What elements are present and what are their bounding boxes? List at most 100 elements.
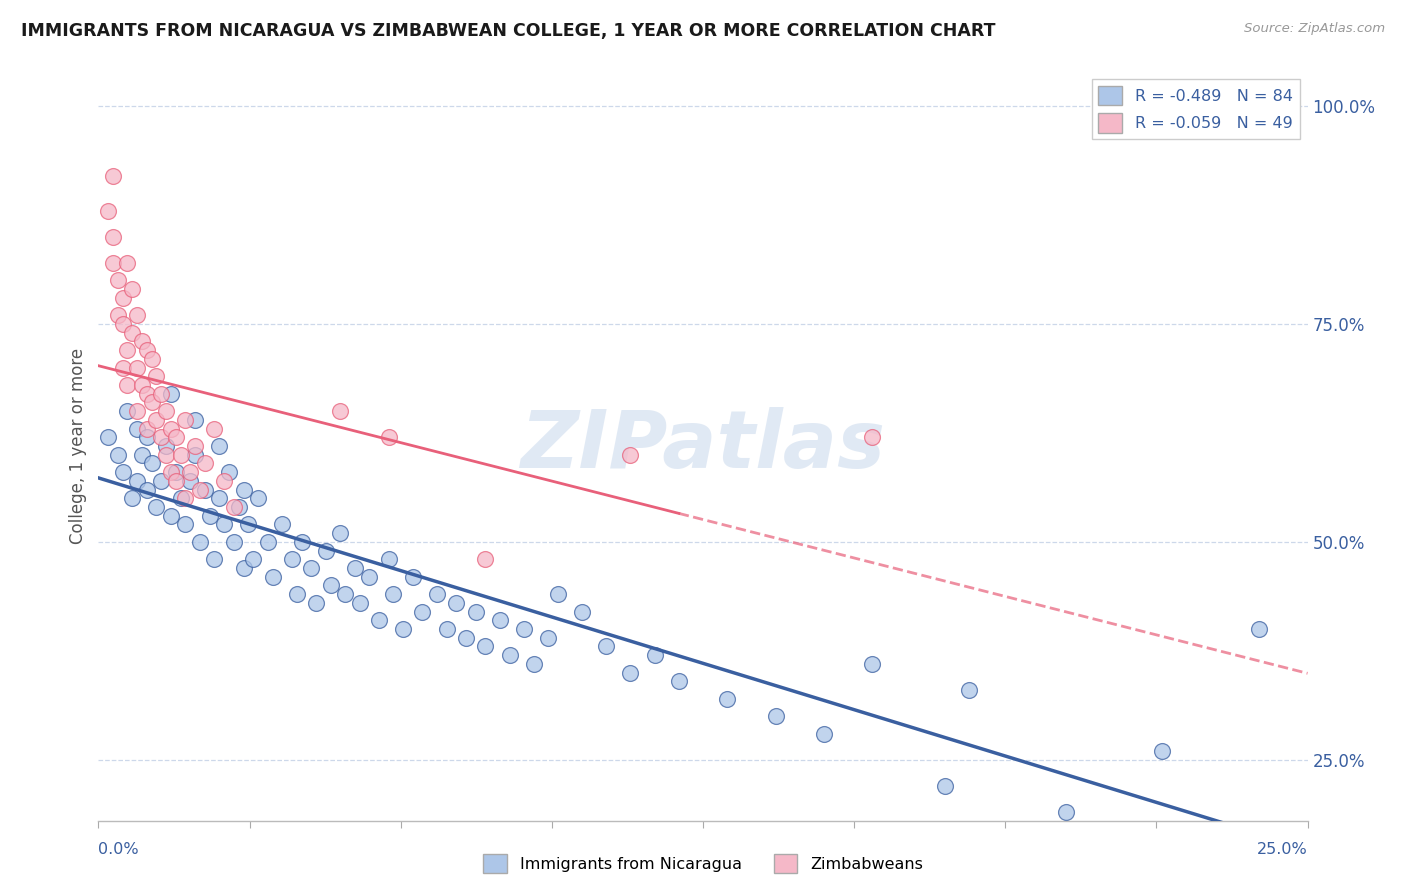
Point	[1249, 622, 1271, 636]
Point	[619, 448, 641, 462]
Point	[222, 500, 245, 514]
Point	[101, 230, 124, 244]
Point	[644, 648, 666, 662]
Point	[165, 474, 187, 488]
Point	[179, 465, 201, 479]
Point	[537, 631, 560, 645]
Point	[188, 483, 211, 497]
Point	[184, 439, 207, 453]
Point	[232, 561, 254, 575]
Point	[117, 404, 139, 418]
Point	[135, 483, 157, 497]
Point	[436, 622, 458, 636]
Point	[117, 378, 139, 392]
Point	[595, 640, 617, 654]
Point	[489, 613, 512, 627]
Point	[1054, 805, 1077, 819]
Point	[107, 448, 129, 462]
Point	[377, 430, 399, 444]
Point	[107, 273, 129, 287]
Point	[160, 465, 183, 479]
Point	[392, 622, 415, 636]
Point	[97, 203, 120, 218]
Point	[165, 465, 187, 479]
Point	[174, 413, 197, 427]
Point	[228, 500, 250, 514]
Point	[111, 465, 134, 479]
Point	[411, 605, 433, 619]
Point	[402, 570, 425, 584]
Point	[155, 439, 177, 453]
Point	[160, 386, 183, 401]
Point	[382, 587, 405, 601]
Point	[247, 491, 270, 506]
Point	[145, 369, 167, 384]
Point	[145, 500, 167, 514]
Point	[208, 439, 231, 453]
Point	[111, 360, 134, 375]
Text: ZIPatlas: ZIPatlas	[520, 407, 886, 485]
Point	[333, 587, 356, 601]
Point	[343, 561, 366, 575]
Point	[716, 691, 738, 706]
Point	[305, 596, 328, 610]
Point	[101, 256, 124, 270]
Point	[165, 430, 187, 444]
Point	[222, 534, 245, 549]
Point	[262, 570, 284, 584]
Point	[498, 648, 520, 662]
Point	[860, 430, 883, 444]
Point	[290, 534, 312, 549]
Point	[184, 413, 207, 427]
Point	[359, 570, 381, 584]
Point	[184, 448, 207, 462]
Point	[271, 517, 294, 532]
Point	[238, 517, 260, 532]
Point	[204, 421, 226, 435]
Point	[957, 682, 980, 697]
Point	[329, 526, 352, 541]
Legend: Immigrants from Nicaragua, Zimbabweans: Immigrants from Nicaragua, Zimbabweans	[477, 847, 929, 880]
Point	[135, 430, 157, 444]
Point	[329, 404, 352, 418]
Point	[208, 491, 231, 506]
Point	[169, 448, 191, 462]
Point	[135, 343, 157, 358]
Point	[299, 561, 322, 575]
Point	[523, 657, 546, 671]
Point	[765, 709, 787, 723]
Point	[513, 622, 536, 636]
Text: 25.0%: 25.0%	[1257, 842, 1308, 857]
Point	[319, 578, 342, 592]
Point	[218, 465, 240, 479]
Point	[281, 552, 304, 566]
Point	[141, 351, 163, 366]
Point	[446, 596, 468, 610]
Point	[188, 534, 211, 549]
Point	[368, 613, 391, 627]
Point	[107, 308, 129, 322]
Point	[160, 421, 183, 435]
Point	[454, 631, 477, 645]
Point	[121, 326, 143, 340]
Point	[111, 317, 134, 331]
Point	[813, 726, 835, 740]
Point	[934, 779, 956, 793]
Point	[145, 413, 167, 427]
Point	[111, 291, 134, 305]
Legend: R = -0.489   N = 84, R = -0.059   N = 49: R = -0.489 N = 84, R = -0.059 N = 49	[1092, 79, 1299, 139]
Point	[285, 587, 308, 601]
Point	[117, 256, 139, 270]
Point	[198, 508, 221, 523]
Point	[547, 587, 569, 601]
Point	[127, 421, 149, 435]
Point	[1152, 744, 1174, 758]
Point	[155, 448, 177, 462]
Point	[194, 457, 217, 471]
Point	[860, 657, 883, 671]
Point	[141, 457, 163, 471]
Point	[474, 552, 496, 566]
Point	[179, 474, 201, 488]
Y-axis label: College, 1 year or more: College, 1 year or more	[69, 348, 87, 544]
Point	[174, 491, 197, 506]
